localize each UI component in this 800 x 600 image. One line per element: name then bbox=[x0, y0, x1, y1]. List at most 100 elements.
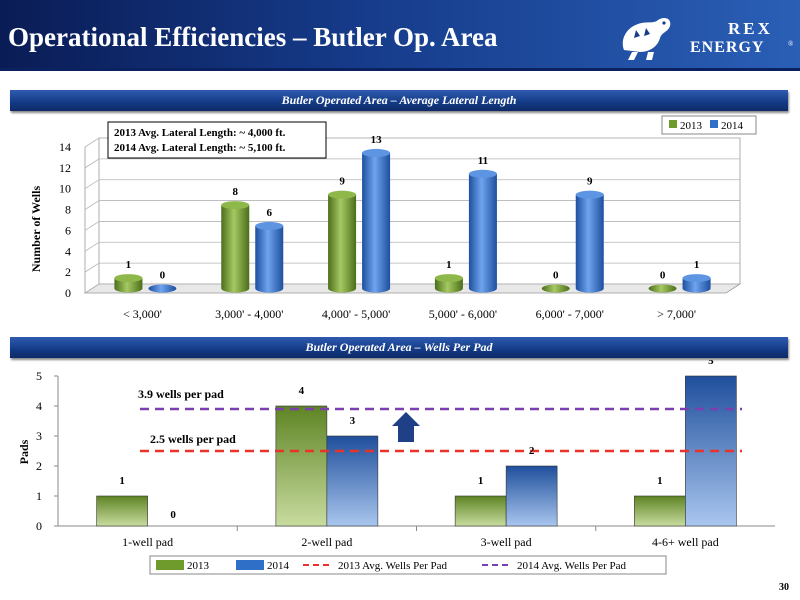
c1-y-tick: 14 bbox=[59, 140, 71, 154]
c1-y-tick: 4 bbox=[65, 244, 71, 258]
c1-bar-2013-4 bbox=[541, 284, 570, 293]
c1-y-tick: 8 bbox=[65, 203, 71, 217]
c2-ref-label-2013: 2.5 wells per pad bbox=[150, 432, 236, 446]
logo-text-rex: REX bbox=[728, 19, 773, 38]
c2-label-2013-1: 4 bbox=[299, 385, 305, 397]
c2-y-tick: 0 bbox=[36, 519, 42, 533]
c2-y-tick: 1 bbox=[36, 489, 42, 503]
c2-x-tick: 3-well pad bbox=[481, 535, 532, 549]
c1-label-2014-4: 9 bbox=[587, 176, 593, 188]
c2-bar-2013-1 bbox=[275, 405, 328, 527]
c1-legend-swatch-2013 bbox=[669, 120, 677, 128]
page-title: Operational Efficiencies – Butler Op. Ar… bbox=[8, 22, 498, 52]
c1-legend-label-2013: 2013 bbox=[680, 120, 703, 132]
c1-label-2014-2: 13 bbox=[371, 134, 383, 146]
c1-y-tick: 12 bbox=[59, 161, 71, 175]
c2-label-2014-0: 0 bbox=[170, 509, 176, 521]
c2-legend-swatch-2014 bbox=[236, 560, 264, 570]
c2-y-tick: 2 bbox=[36, 459, 42, 473]
c2-x-tick-labels: 1-well pad 2-well pad 3-well pad 4-6+ well … bbox=[122, 535, 719, 549]
c2-legend-label-2014: 2014 bbox=[267, 560, 290, 572]
c1-annotation-2013: 2013 Avg. Lateral Length: ~ 4,000 ft. bbox=[114, 127, 286, 139]
c1-bars bbox=[114, 148, 711, 293]
c1-gridline bbox=[84, 179, 740, 190]
c1-annotation-box: 2013 Avg. Lateral Length: ~ 4,000 ft. 20… bbox=[107, 121, 327, 159]
c1-gridline bbox=[84, 200, 740, 210]
c2-y-tick-labels: 0 1 2 3 4 5 bbox=[36, 369, 42, 533]
c1-label-2013-0: 1 bbox=[126, 259, 132, 271]
c1-gridline bbox=[84, 262, 740, 273]
c2-label-2014-3: 5 bbox=[708, 360, 714, 367]
c2-y-tick: 4 bbox=[36, 399, 42, 413]
c1-x-tick-labels: < 3,000' 3,000' - 4,000' 4,000' - 5,000' 5,… bbox=[123, 307, 696, 321]
c2-label-2014-1: 3 bbox=[350, 415, 356, 427]
c1-legend: 2013 2014 bbox=[661, 115, 757, 135]
logo-text-energy: ENERGY bbox=[690, 39, 764, 56]
c1-y-tick: 2 bbox=[65, 265, 71, 279]
c1-gridlines bbox=[83, 137, 742, 294]
rex-energy-logo: REX ENERGY ® bbox=[622, 18, 794, 60]
c1-annotation-2014: 2014 Avg. Lateral Length: ~ 5,100 ft. bbox=[114, 142, 286, 154]
registered-mark: ® bbox=[788, 40, 794, 48]
c2-legend-label-avg-2014: 2014 Avg. Wells Per Pad bbox=[517, 560, 627, 572]
c1-label-2013-5: 0 bbox=[660, 270, 666, 282]
c1-bar-2013-0 bbox=[114, 274, 143, 293]
c1-label-2014-0: 0 bbox=[160, 270, 166, 282]
wells-per-pad-banner: Butler Operated Area – Wells Per Pad bbox=[10, 337, 788, 358]
c1-y-tick: 10 bbox=[59, 182, 71, 196]
c1-bar-2013-2 bbox=[328, 190, 357, 293]
c2-y-tick: 5 bbox=[36, 369, 42, 383]
c1-x-tick: 5,000' - 6,000' bbox=[429, 307, 497, 321]
c2-bar-2013-3 bbox=[634, 495, 686, 527]
c1-y-tick-labels: 0 2 4 6 8 10 12 14 bbox=[59, 140, 71, 300]
dinosaur-logo-icon bbox=[622, 18, 671, 60]
c1-x-tick: < 3,000' bbox=[123, 307, 162, 321]
page-number: 30 bbox=[779, 582, 789, 593]
c1-gridline bbox=[84, 241, 740, 252]
c1-bar-2014-0 bbox=[148, 284, 177, 293]
c2-y-tick: 3 bbox=[36, 429, 42, 443]
c2-legend-label-2013: 2013 bbox=[187, 560, 210, 572]
c1-label-2014-1: 6 bbox=[267, 207, 273, 219]
c2-bar-2013-0 bbox=[96, 495, 148, 527]
c2-ref-label-2014: 3.9 wells per pad bbox=[138, 387, 224, 401]
c1-bar-2013-5 bbox=[648, 284, 677, 293]
c1-label-2013-3: 1 bbox=[446, 259, 452, 271]
up-arrow-icon bbox=[392, 412, 420, 442]
c2-x-tick: 1-well pad bbox=[122, 535, 173, 549]
c2-label-2013-0: 1 bbox=[119, 475, 125, 487]
c2-label-2013-3: 1 bbox=[657, 475, 663, 487]
c2-label-2013-2: 1 bbox=[478, 475, 484, 487]
c1-legend-swatch-2014 bbox=[710, 120, 718, 128]
c1-gridline bbox=[84, 283, 740, 294]
c2-x-tick: 4-6+ well pad bbox=[652, 535, 719, 549]
c1-x-tick: 4,000' - 5,000' bbox=[322, 307, 390, 321]
c1-gridline bbox=[84, 221, 740, 231]
c2-data-labels: 1 0 4 3 1 2 1 5 bbox=[119, 360, 714, 521]
c1-bar-2014-1 bbox=[255, 221, 284, 293]
c1-gridline bbox=[84, 158, 740, 169]
c1-y-tick: 0 bbox=[65, 286, 71, 300]
c1-label-2013-2: 9 bbox=[339, 176, 345, 188]
c1-label-2013-1: 8 bbox=[233, 186, 239, 198]
lateral-length-banner: Butler Operated Area – Average Lateral L… bbox=[10, 90, 788, 111]
title-header: Operational Efficiencies – Butler Op. Ar… bbox=[0, 0, 800, 71]
c1-label-2014-3: 11 bbox=[478, 155, 488, 167]
c1-x-tick: 3,000' - 4,000' bbox=[215, 307, 283, 321]
c2-bar-2014-1 bbox=[326, 435, 379, 527]
c1-bar-2014-2 bbox=[362, 148, 391, 293]
c1-x-tick: > 7,000' bbox=[657, 307, 696, 321]
c1-bar-2014-5 bbox=[682, 274, 711, 293]
c1-y-axis-label: Number of Wells bbox=[29, 186, 43, 273]
c2-legend-swatch-2013 bbox=[156, 560, 184, 570]
c2-label-2014-2: 2 bbox=[529, 445, 535, 457]
c1-y-tick: 6 bbox=[65, 223, 71, 237]
c1-legend-label-2014: 2014 bbox=[721, 120, 744, 132]
c1-bar-2013-3 bbox=[434, 274, 463, 293]
c1-x-tick: 6,000' - 7,000' bbox=[536, 307, 604, 321]
c1-gridline bbox=[84, 137, 740, 148]
c2-x-tick: 2-well pad bbox=[301, 535, 352, 549]
c2-bar-2014-2 bbox=[505, 465, 558, 527]
